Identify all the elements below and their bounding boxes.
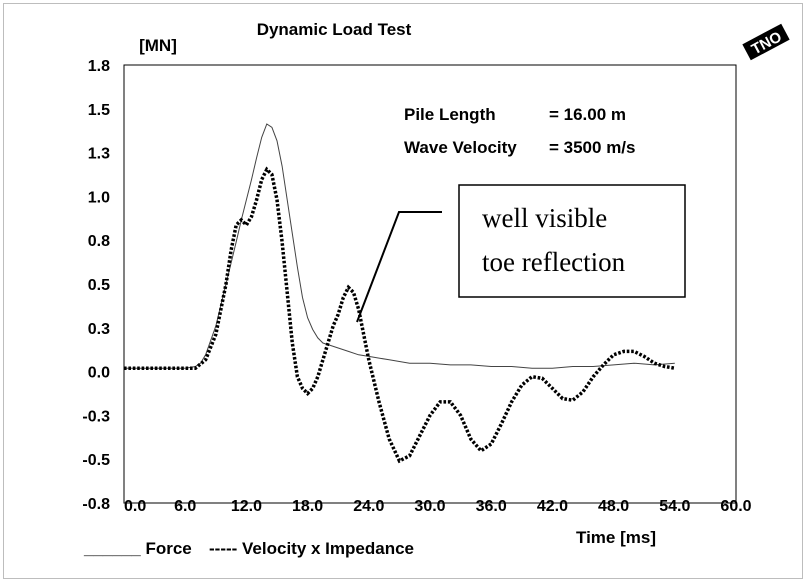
y-tick-labels: 1.8 1.5 1.3 1.0 0.8 0.5 0.3 0.0 -0.3 -0.5 -0.8 bbox=[82, 58, 110, 513]
y-tick-label: 0.8 bbox=[88, 233, 110, 250]
y-tick-label: 1.0 bbox=[88, 189, 110, 206]
y-tick-label: -0.8 bbox=[82, 496, 110, 513]
annotation-line-2: toe reflection bbox=[482, 247, 626, 277]
plot-area bbox=[123, 64, 737, 504]
y-tick-label: 1.5 bbox=[88, 102, 110, 119]
y-tick-label: 0.3 bbox=[88, 321, 110, 338]
x-tick-label: 60.0 bbox=[720, 498, 751, 515]
annotation-box bbox=[458, 184, 686, 298]
series-line-velocity bbox=[124, 166, 676, 464]
info-value-wave-velocity: = 3500 m/s bbox=[549, 138, 636, 157]
x-tick-label: 48.0 bbox=[598, 498, 629, 515]
y-tick-label: -0.3 bbox=[82, 408, 110, 425]
y-tick-label: 0.5 bbox=[88, 277, 110, 294]
x-axis-label: Time [ms] bbox=[576, 528, 656, 547]
x-tick-label: 30.0 bbox=[414, 498, 445, 515]
tno-logo-shape bbox=[742, 23, 790, 61]
x-tick-label: 42.0 bbox=[537, 498, 568, 515]
legend-velocity: ----- Velocity x Impedance bbox=[209, 539, 414, 558]
y-tick-label: 0.0 bbox=[88, 365, 110, 382]
y-tick-label: 1.8 bbox=[88, 58, 110, 75]
figure-frame bbox=[3, 3, 803, 579]
x-tick-label: 36.0 bbox=[476, 498, 507, 515]
x-tick-label: 18.0 bbox=[292, 498, 323, 515]
x-tick-label: 12.0 bbox=[231, 498, 262, 515]
info-box: Pile Length = 16.00 m Wave Velocity = 35… bbox=[404, 105, 636, 157]
chart-title: Dynamic Load Test bbox=[257, 20, 412, 39]
info-label-wave-velocity: Wave Velocity bbox=[404, 138, 517, 157]
info-label-pile-length: Pile Length bbox=[404, 105, 496, 124]
info-value-pile-length: = 16.00 m bbox=[549, 105, 626, 124]
annotation-line-1: well visible bbox=[482, 203, 607, 233]
y-tick-label: 1.3 bbox=[88, 146, 110, 163]
annotation-pointer bbox=[356, 211, 442, 323]
x-tick-label: 54.0 bbox=[659, 498, 690, 515]
x-tick-label: 6.0 bbox=[174, 498, 196, 515]
x-tick-label: 24.0 bbox=[353, 498, 384, 515]
x-tick-labels: 0.0 6.0 12.0 18.0 24.0 30.0 36.0 42.0 48.0 54.0 60… bbox=[124, 498, 752, 515]
tno-logo: TNO bbox=[742, 23, 790, 61]
y-tick-label: -0.5 bbox=[82, 452, 110, 469]
y-axis-label: [MN] bbox=[139, 36, 177, 55]
legend-force: ______ Force bbox=[83, 539, 192, 558]
x-tick-label: 0.0 bbox=[124, 498, 146, 515]
series-line-force bbox=[124, 123, 675, 369]
